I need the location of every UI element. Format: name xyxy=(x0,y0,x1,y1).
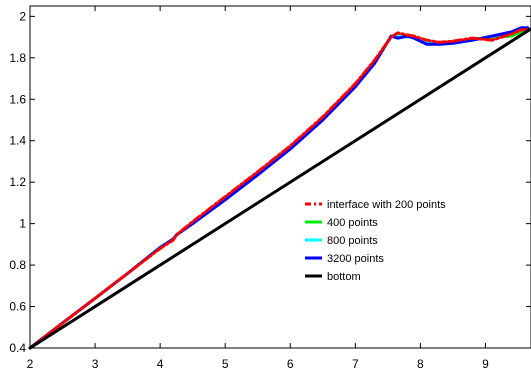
y-tick-label: 1.8 xyxy=(9,51,26,65)
x-tick-label: 7 xyxy=(352,357,359,371)
y-tick-label: 1.4 xyxy=(9,134,26,148)
legend-label-3: 3200 points xyxy=(327,253,384,265)
series-layer xyxy=(28,26,531,350)
legend-label-2: 800 points xyxy=(327,235,378,247)
y-tick-label: 0.8 xyxy=(9,258,26,272)
series-line-0 xyxy=(28,28,530,350)
axes-layer: 2 3 4 5 6 7 8 9 0.4 0.6 0.8 1 1.2 1.4 1.6 1.8 2 xyxy=(9,6,531,371)
x-tick-label: 6 xyxy=(287,357,294,371)
legend: interface with 200 points 400 points 800 p… xyxy=(305,199,446,283)
legend-label-1: 400 points xyxy=(327,217,378,229)
legend-label-4: bottom xyxy=(327,271,361,283)
y-tick-label: 1 xyxy=(19,217,26,231)
plot-area xyxy=(29,5,531,349)
series-line-4 xyxy=(28,27,531,350)
x-tick-label: 3 xyxy=(92,357,99,371)
x-tick-label: 4 xyxy=(157,357,164,371)
y-tick-label: 1.6 xyxy=(9,92,26,106)
y-tick-label: 0.4 xyxy=(9,341,26,355)
x-tick-label: 8 xyxy=(417,357,424,371)
y-tick-label: 0.6 xyxy=(9,300,26,314)
y-tick-label: 2 xyxy=(19,9,26,23)
y-tick-label: 1.2 xyxy=(9,175,26,189)
x-tick-label: 9 xyxy=(482,357,489,371)
x-tick-label: 2 xyxy=(27,357,34,371)
legend-label-0: interface with 200 points xyxy=(327,199,446,211)
x-tick-label: 5 xyxy=(222,357,229,371)
